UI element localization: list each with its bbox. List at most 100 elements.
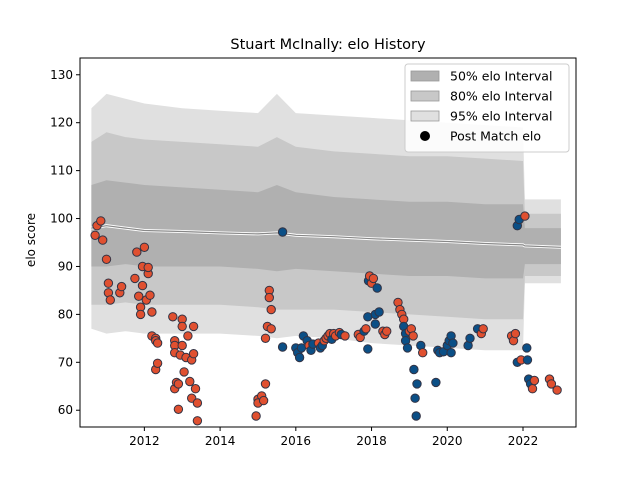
- y-tick-label: 120: [50, 116, 73, 130]
- data-point: [411, 411, 421, 421]
- x-tick-label: 2022: [508, 434, 539, 448]
- data-point: [177, 321, 187, 332]
- data-point: [370, 319, 380, 329]
- plot-frame: [79, 57, 577, 428]
- legend-label: 95% elo Interval: [450, 109, 552, 124]
- data-point: [266, 324, 276, 334]
- y-tick-label: 60: [58, 403, 73, 417]
- x-tick-label: 2016: [281, 434, 312, 448]
- data-point: [266, 304, 276, 315]
- data-point: [520, 211, 530, 221]
- data-point: [446, 348, 456, 358]
- data-point: [372, 283, 382, 293]
- data-point: [465, 333, 475, 343]
- data-point: [363, 344, 373, 354]
- data-point: [402, 343, 413, 353]
- interval-bands: [91, 93, 561, 351]
- y-tick-label: 90: [58, 259, 73, 273]
- mean-line-path: [91, 225, 561, 248]
- data-point: [152, 358, 163, 368]
- data-point: [510, 328, 521, 339]
- data-point: [188, 349, 199, 359]
- y-axis: 60 70 80 90 100 110 120 130: [50, 68, 80, 417]
- data-point: [103, 278, 114, 288]
- data-point: [527, 384, 538, 394]
- data-point: [522, 343, 532, 353]
- data-point: [135, 309, 146, 320]
- data-point: [552, 385, 562, 395]
- x-tick-label: 2020: [432, 434, 463, 448]
- data-point: [546, 379, 557, 389]
- data-point: [168, 312, 178, 322]
- data-point: [408, 331, 418, 341]
- mean-line: [91, 224, 561, 249]
- data-point: [418, 348, 428, 358]
- legend-swatch: [410, 70, 440, 82]
- data-point: [185, 376, 195, 387]
- data-point: [361, 324, 371, 334]
- data-point: [105, 295, 116, 305]
- data-point: [374, 307, 384, 317]
- data-point: [190, 384, 201, 394]
- data-point: [478, 324, 488, 334]
- x-axis: 2012 2014 2016 2018 2020 2022: [129, 427, 538, 448]
- data-point: [264, 292, 274, 303]
- y-tick-label: 70: [58, 355, 73, 369]
- data-point: [173, 404, 184, 414]
- y-tick-label: 80: [58, 307, 73, 321]
- legend-label: 80% elo Interval: [450, 89, 552, 104]
- x-tick-label: 2018: [356, 434, 387, 448]
- data-point: [137, 280, 148, 291]
- x-tick-label: 2014: [205, 434, 236, 448]
- data-point: [132, 247, 142, 257]
- data-point: [177, 340, 187, 351]
- data-point: [143, 262, 153, 273]
- data-point: [412, 379, 422, 389]
- y-tick-label: 100: [50, 212, 73, 226]
- data-point: [277, 227, 288, 237]
- y-tick-label: 110: [50, 164, 73, 178]
- data-point: [368, 273, 379, 284]
- data-point: [152, 338, 163, 348]
- data-point: [139, 242, 150, 253]
- data-point: [147, 307, 157, 317]
- legend-label: Post Match elo: [450, 129, 541, 144]
- y-axis-label: elo score: [24, 213, 38, 267]
- band-50: [91, 180, 561, 279]
- data-point: [251, 411, 261, 421]
- data-point: [183, 331, 193, 341]
- legend-swatch: [410, 110, 440, 122]
- data-point: [116, 281, 127, 292]
- data-point: [101, 254, 112, 264]
- data-point: [192, 416, 203, 426]
- data-point: [90, 230, 100, 241]
- legend-label: 50% elo Interval: [450, 69, 552, 84]
- data-point: [410, 393, 420, 403]
- post-match-points: [90, 211, 562, 426]
- data-point: [431, 377, 441, 388]
- data-point: [258, 395, 269, 406]
- data-point: [98, 235, 108, 245]
- data-point: [448, 338, 458, 348]
- data-point: [294, 352, 305, 363]
- data-point: [260, 333, 271, 343]
- data-point: [96, 216, 106, 226]
- data-point: [134, 291, 144, 301]
- x-tick-label: 2012: [129, 434, 160, 448]
- data-point: [260, 379, 271, 389]
- data-point: [529, 375, 540, 386]
- data-point: [173, 379, 184, 389]
- data-point: [192, 398, 203, 408]
- legend-swatch: [410, 90, 440, 102]
- chart-title: Stuart McInally: elo History: [230, 37, 426, 53]
- legend: 50% elo Interval 80% elo Interval 95% elo …: [404, 63, 570, 153]
- legend-box: [404, 63, 570, 153]
- legend-marker: [420, 131, 430, 141]
- data-point: [382, 326, 392, 336]
- y-tick-label: 130: [50, 68, 73, 82]
- data-point: [409, 364, 419, 375]
- data-point: [130, 273, 140, 284]
- data-point: [188, 321, 199, 332]
- data-point: [277, 342, 288, 352]
